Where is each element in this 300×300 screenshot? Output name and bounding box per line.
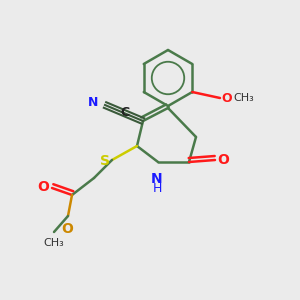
Text: O: O	[37, 180, 49, 194]
Text: O: O	[61, 222, 73, 236]
Text: O: O	[217, 153, 229, 167]
Text: CH₃: CH₃	[44, 238, 64, 248]
Text: C: C	[120, 106, 129, 118]
Text: H: H	[152, 182, 162, 195]
Text: N: N	[88, 97, 98, 110]
Text: CH₃: CH₃	[233, 93, 254, 103]
Text: S: S	[100, 154, 110, 168]
Text: N: N	[151, 172, 163, 186]
Text: O: O	[221, 92, 232, 104]
